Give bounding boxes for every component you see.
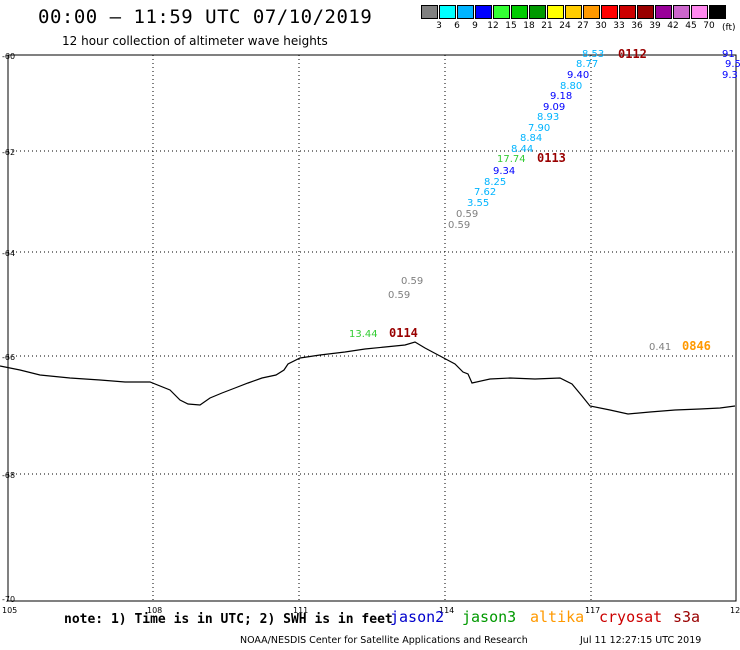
page-title: 00:00 – 11:59 UTC 07/10/2019: [38, 6, 373, 28]
map-frame: [7, 54, 737, 602]
lat-label: -68: [2, 471, 15, 480]
legend-swatch: [637, 5, 654, 19]
legend-swatch: [457, 5, 474, 19]
lat-label: -70: [2, 595, 15, 604]
legend-label: 39: [649, 21, 661, 31]
wave-height-label: 9.5: [725, 59, 740, 70]
sat-cryosat: cryosat: [599, 608, 663, 626]
wave-height-label: 8.84: [520, 133, 542, 144]
legend-swatch: [601, 5, 618, 19]
timestamp-text: Jul 11 12:27:15 UTC 2019: [580, 635, 702, 646]
wave-height-label: 7.90: [528, 123, 550, 134]
page-subtitle: 12 hour collection of altimeter wave hei…: [62, 34, 328, 48]
sat-altika: altika: [530, 608, 585, 626]
wave-height-label: 0.41: [649, 342, 671, 353]
wave-height-label: 0.59: [401, 276, 423, 287]
legend-swatch: [709, 5, 726, 19]
legend-swatch: [619, 5, 636, 19]
wave-height-label: 13.44: [349, 329, 378, 340]
legend-label: 21: [541, 21, 553, 31]
legend-label: 36: [631, 21, 643, 31]
legend-swatch: [565, 5, 582, 19]
lon-label: 105: [2, 606, 17, 615]
legend-swatch: [439, 5, 456, 19]
lon-label: 114: [439, 606, 454, 615]
legend-label: 24: [559, 21, 571, 31]
sat-jason2: jason2: [390, 608, 445, 626]
wave-height-label: 91: [722, 49, 735, 60]
legend-swatch: [673, 5, 690, 19]
lon-label: 117: [585, 606, 600, 615]
graticule: -60 -62 -64 -66 -68 -70 105 108 111 114 117 120: [2, 52, 740, 615]
lat-label: -64: [2, 249, 15, 258]
wave-height-label: 8.80: [560, 81, 582, 92]
lon-label: 111: [293, 606, 308, 615]
legend-label: 30: [595, 21, 607, 31]
legend-label: 18: [523, 21, 535, 31]
wave-height-label: 9.3: [722, 70, 738, 81]
wave-height-label: 8.25: [484, 177, 506, 188]
wave-height-label: 8.77: [576, 59, 598, 70]
legend-label: 6: [454, 21, 460, 31]
wave-height-label: 3.55: [467, 198, 489, 209]
wave-height-label: 0.59: [388, 290, 410, 301]
wave-height-label: 7.62: [474, 187, 496, 198]
wave-height-label: 17.74: [497, 154, 526, 165]
pass-time-label: 0114: [389, 326, 418, 340]
legend-swatch: [475, 5, 492, 19]
pass-time-label: 0113: [537, 151, 566, 165]
wave-height-label: 9.18: [550, 91, 572, 102]
legend-swatch: [421, 5, 438, 19]
legend-swatch: [493, 5, 510, 19]
wave-height-labels: 8.53 0112 8.779.408.809.189.098.937.908.84…: [349, 47, 740, 353]
lat-label: -66: [2, 353, 15, 362]
wave-height-label: 8.53: [582, 49, 604, 60]
credit-text: NOAA/NESDIS Center for Satellite Applica…: [240, 635, 528, 646]
color-legend: 3 6 9 12 15 18 21 24 27 30 33 36 39 42 45 70: [421, 5, 727, 33]
legend-label: 45: [685, 21, 697, 31]
legend-swatch: [655, 5, 672, 19]
wave-height-label: 8.44: [511, 144, 533, 155]
pass-time-label: 0846: [682, 339, 711, 353]
sat-s3a: s3a: [673, 608, 701, 626]
legend-unit: (ft): [722, 23, 736, 33]
lon-label: 120: [730, 606, 740, 615]
coastline: [0, 341, 736, 415]
legend-swatch: [691, 5, 708, 19]
legend-label: 15: [505, 21, 517, 31]
legend-labels: 3 6 9 12 15 18 21 24 27 30 33 36 39 42 45 70: [421, 19, 727, 33]
legend-label: 70: [703, 21, 715, 31]
legend-swatches: [421, 5, 727, 19]
wave-height-label: 9.09: [543, 102, 565, 113]
legend-label: 33: [613, 21, 625, 31]
legend-label: 27: [577, 21, 589, 31]
legend-swatch: [547, 5, 564, 19]
lon-label: 108: [147, 606, 162, 615]
legend-swatch: [529, 5, 546, 19]
legend-swatch: [511, 5, 528, 19]
legend-swatch: [583, 5, 600, 19]
legend-label: 42: [667, 21, 679, 31]
lat-label: -60: [2, 52, 15, 61]
wave-height-label: 0.59: [448, 220, 470, 231]
sat-jason3: jason3: [462, 608, 517, 626]
wave-height-label: 8.93: [537, 112, 559, 123]
legend-label: 3: [436, 21, 442, 31]
note-text: note: 1) Time is in UTC; 2) SWH is in fe…: [64, 612, 393, 627]
wave-height-label: 9.34: [493, 166, 515, 177]
pass-time-label: 0112: [618, 47, 647, 61]
legend-label: 9: [472, 21, 478, 31]
lat-label: -62: [2, 148, 15, 157]
legend-label: 12: [487, 21, 499, 31]
wave-height-label: 0.59: [456, 209, 478, 220]
wave-height-label: 9.40: [567, 70, 589, 81]
